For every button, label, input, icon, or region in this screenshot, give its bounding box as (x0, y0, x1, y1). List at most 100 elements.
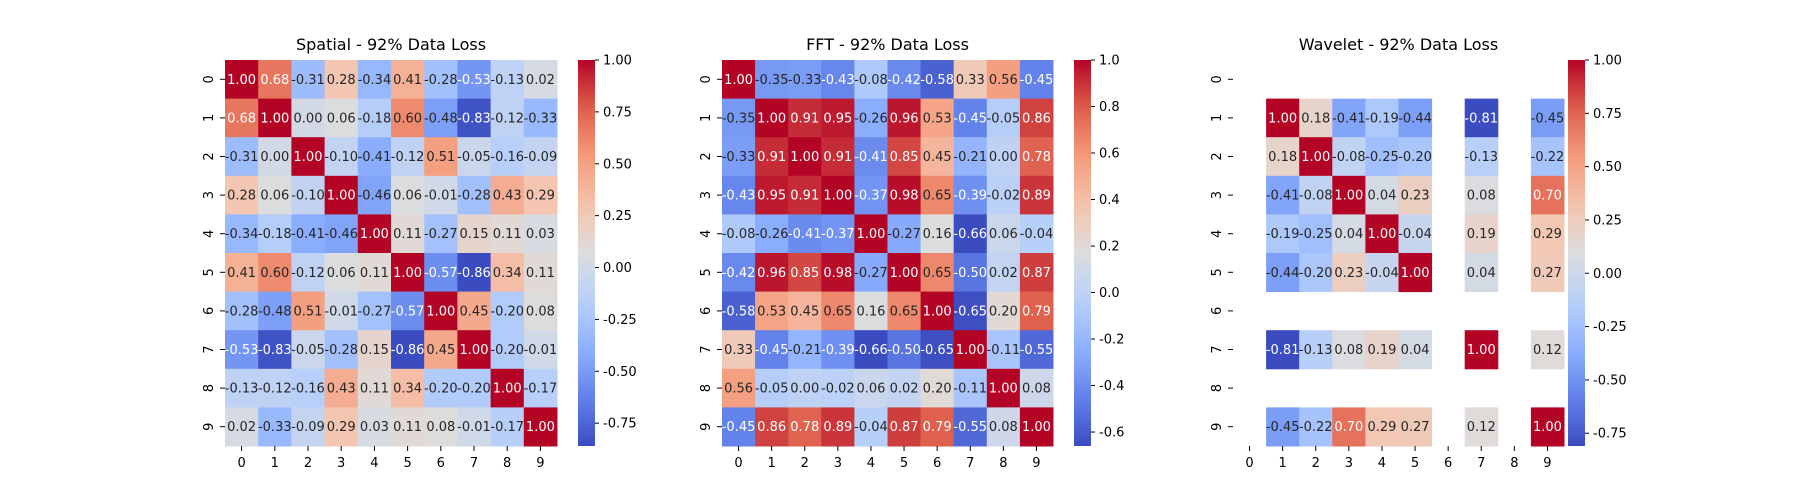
heatmap-cell (788, 253, 822, 293)
cell-value-label: -0.27 (424, 227, 458, 242)
cell-value-label: -0.39 (953, 189, 987, 204)
heatmap-cell (920, 253, 955, 293)
cell-value-label: -0.45 (755, 343, 789, 358)
colorbar-tick-label: 0.25 (603, 209, 632, 224)
heatmap-cell (324, 98, 359, 138)
heatmap-cell (1266, 407, 1300, 447)
heatmap-cell (821, 291, 855, 331)
heatmap-cell (1464, 253, 1499, 293)
x-tick-label: 2 (1312, 456, 1320, 471)
cell-value-label: 1.00 (890, 266, 919, 281)
cell-value-label: -0.33 (524, 111, 558, 126)
cell-value-label: 0.68 (227, 111, 256, 126)
heatmap-cell (291, 60, 326, 100)
cell-value-label: 0.08 (989, 420, 1018, 435)
heatmap-cell (523, 407, 558, 447)
cell-value-label: -0.09 (524, 150, 558, 165)
heatmap-cell (291, 137, 326, 177)
y-tick-label: 1 (1210, 114, 1225, 122)
heatmap-cell (788, 407, 822, 447)
cell-value-label: 1.00 (1268, 111, 1297, 126)
heatmap-cell (854, 368, 888, 408)
cell-value-label: 0.34 (393, 382, 422, 397)
cell-value-label: 1.00 (1022, 420, 1051, 435)
heatmap-cell (854, 407, 888, 447)
heatmap-cell (821, 253, 855, 293)
cell-value-label: 1.00 (1533, 420, 1562, 435)
cell-value-label: -0.28 (457, 189, 491, 204)
heatmap-cell (1019, 291, 1054, 331)
colorbar-tick-label: -0.25 (1593, 320, 1627, 335)
heatmap-cell (722, 330, 756, 370)
heatmap-cell (291, 214, 326, 254)
cell-value-label: -0.34 (358, 73, 392, 88)
cell-value-label: -0.39 (821, 343, 855, 358)
fft-heatmap-title: FFT - 92% Data Loss (806, 35, 969, 54)
cell-value-label: 0.79 (923, 420, 952, 435)
cell-value-label: 1.00 (956, 343, 985, 358)
heatmap-cell (1365, 407, 1399, 447)
cell-value-label: -0.41 (291, 227, 325, 242)
colorbar-tick-label: -0.4 (1099, 379, 1124, 394)
heatmap-cell (755, 98, 789, 138)
y-tick-label: 4 (699, 230, 714, 238)
heatmap-cell (1365, 98, 1399, 138)
heatmap-cell (1019, 368, 1054, 408)
fft-colorbar: 1.0 0.8 0.6 0.4 0.2 0.0 -0.2 -0.4 -0.6 (1074, 54, 1124, 446)
cell-value-label: 0.78 (790, 420, 819, 435)
heatmap-cell (887, 330, 922, 370)
x-tick-label: 4 (370, 456, 378, 471)
heatmap-cell (424, 175, 458, 215)
cell-value-label: 0.68 (260, 73, 289, 88)
cell-value-label: -0.66 (953, 227, 987, 242)
x-tick-label: 3 (337, 456, 345, 471)
spatial-y-axis: 0 1 2 3 4 5 6 7 8 9 (202, 75, 225, 431)
heatmap-cell (291, 368, 326, 408)
cell-value-label: 1.00 (493, 382, 522, 397)
y-tick-label: 7 (699, 345, 714, 353)
colorbar-tick-label: 0.25 (1593, 213, 1622, 228)
heatmap-cell (324, 330, 359, 370)
heatmap-cell (1530, 98, 1565, 138)
colorbar-tick-label: -0.50 (1593, 373, 1627, 388)
heatmap-cell (225, 137, 259, 177)
colorbar-tick-label: 1.00 (1593, 54, 1622, 69)
cell-value-label: 0.16 (923, 227, 952, 242)
x-tick-label: 9 (536, 456, 544, 471)
heatmap-cell (986, 98, 1021, 138)
cell-value-label: 0.89 (1022, 189, 1051, 204)
heatmap-cell (788, 60, 822, 100)
cell-value-label: -0.25 (1365, 150, 1399, 165)
cell-value-label: -0.65 (920, 343, 954, 358)
y-tick-label: 8 (699, 384, 714, 392)
cell-value-label: 0.04 (1367, 189, 1396, 204)
cell-value-label: 0.53 (923, 111, 952, 126)
heatmap-cell (424, 330, 458, 370)
cell-value-label: 0.43 (493, 189, 522, 204)
heatmap-cell (986, 137, 1021, 177)
heatmap-cell (1299, 214, 1333, 254)
heatmap-cell (1530, 214, 1565, 254)
cell-value-label: 0.45 (426, 343, 455, 358)
heatmap-cell (953, 330, 988, 370)
cell-value-label: -0.21 (788, 343, 822, 358)
cell-value-label: -0.45 (1531, 111, 1565, 126)
cell-value-label: -0.55 (1020, 343, 1054, 358)
heatmap-cell (1266, 175, 1300, 215)
heatmap-cell (953, 98, 988, 138)
heatmap-cell (291, 291, 326, 331)
y-tick-label: 5 (202, 268, 217, 276)
heatmap-cell (258, 407, 292, 447)
heatmap-cell (324, 368, 359, 408)
cell-value-label: 1.00 (1334, 189, 1363, 204)
x-tick-label: 5 (403, 456, 411, 471)
cell-value-label: -0.08 (1299, 189, 1333, 204)
heatmap-cell (986, 291, 1021, 331)
heatmap-cell (225, 253, 259, 293)
cell-value-label: -0.01 (524, 343, 558, 358)
cell-value-label: -0.05 (987, 111, 1021, 126)
heatmap-cell (920, 368, 955, 408)
cell-value-label: -0.04 (1398, 227, 1432, 242)
heatmap-cell (986, 175, 1021, 215)
heatmap-cell (722, 291, 756, 331)
